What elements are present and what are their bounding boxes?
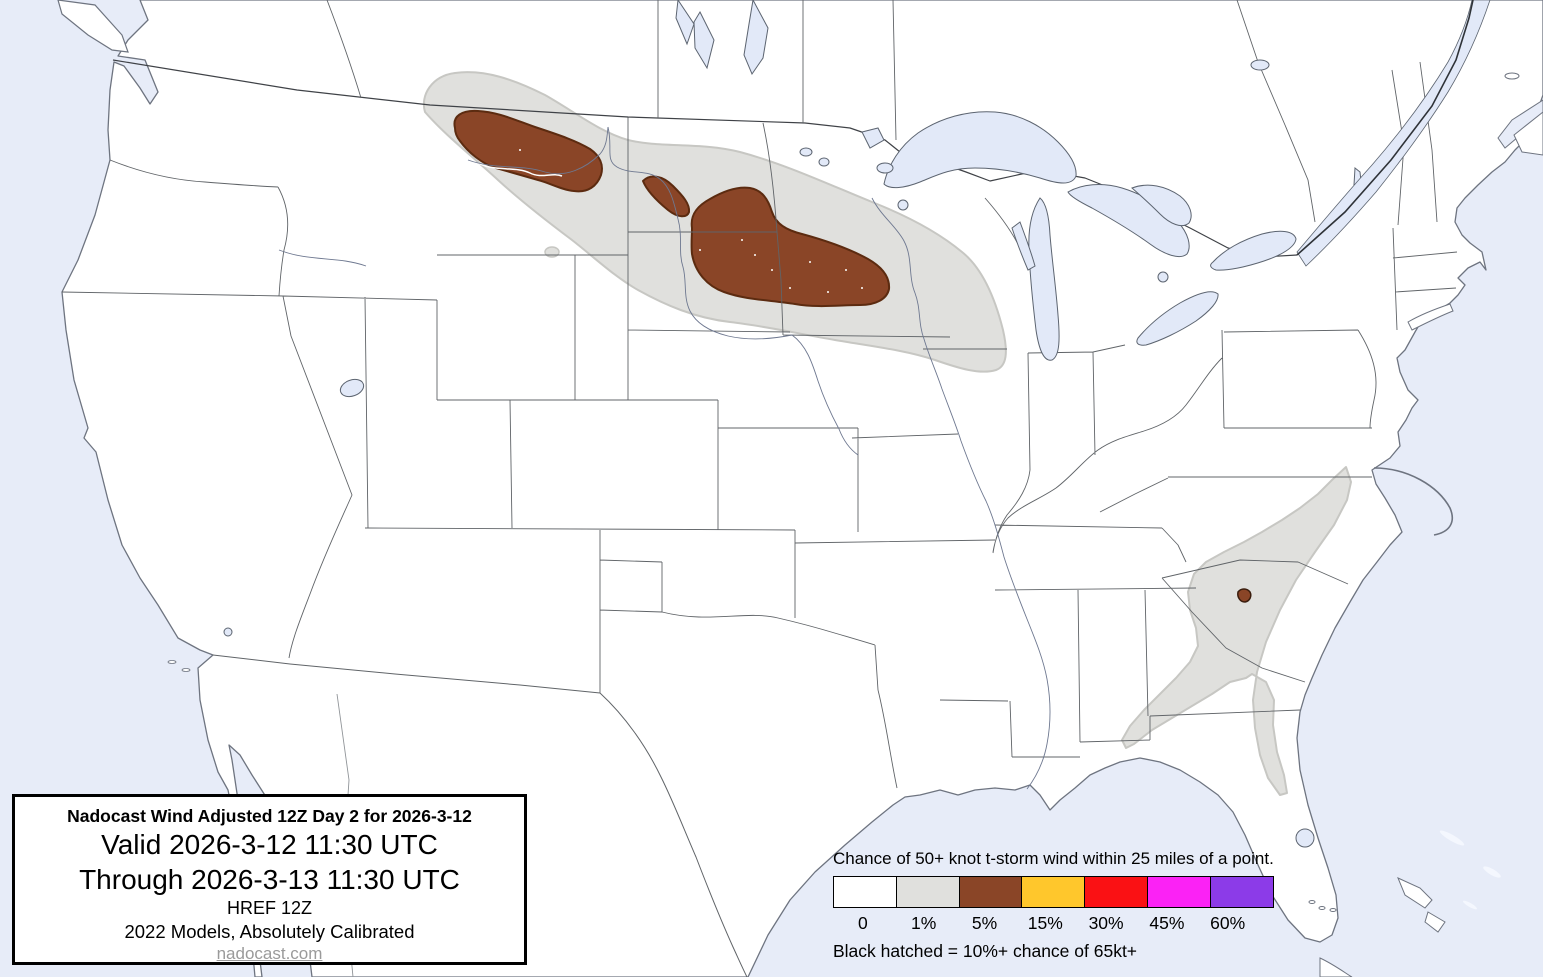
- nova-scotia: [1513, 111, 1543, 156]
- prob-region-5pct-south-dakota-small: [642, 175, 691, 218]
- lake-huron: [1067, 184, 1190, 258]
- legend-label-15: 15%: [1027, 913, 1063, 933]
- legend-label-1: 1%: [911, 913, 937, 933]
- legend-swatch-5: [958, 876, 1023, 908]
- st-lawrence-river: [1296, 0, 1491, 267]
- lake-manitoba: [693, 10, 715, 70]
- missouri-river-through-region: [477, 162, 563, 177]
- legend-footnote: Black hatched = 10%+ chance of 65kt+: [833, 941, 1138, 961]
- nadocast-link[interactable]: nadocast.com: [216, 944, 323, 963]
- title-box: Nadocast Wind Adjusted 12Z Day 2 for 202…: [12, 794, 527, 965]
- legend-label-5: 5%: [971, 913, 998, 933]
- lake-okeechobee: [1295, 828, 1315, 848]
- mexico-border: [212, 654, 748, 977]
- legend-label-row: 0 1% 5% 15% 30% 45% 60%: [833, 913, 1278, 934]
- prob-regions-5pct: [453, 109, 1252, 603]
- region-speckles: [519, 149, 863, 293]
- legend-swatch-15: [1021, 876, 1086, 908]
- great-salt-lake: [339, 378, 365, 398]
- through-time: Through 2026-3-13 11:30 UTC: [79, 864, 460, 895]
- legend-label-45: 45%: [1149, 913, 1185, 933]
- province-borders: [326, 0, 1316, 223]
- prob-region-1pct-dot: [544, 246, 560, 258]
- green-bay: [1011, 221, 1036, 271]
- prob-region-5pct-tristate: [690, 186, 891, 308]
- lake-superior: [883, 111, 1077, 189]
- rivers: [278, 126, 1051, 790]
- lake-mille-lacs: [897, 199, 909, 211]
- website-link-row: nadocast.com: [15, 944, 524, 964]
- outer-banks: [1373, 467, 1454, 536]
- lake-of-the-woods: [861, 127, 885, 149]
- legend-swatch-45: [1146, 876, 1211, 908]
- shallow-banks: [1439, 830, 1501, 910]
- lake-winnipegosis: [675, 0, 695, 46]
- bay-of-fundy: [1497, 99, 1543, 149]
- prob-region-5pct-south-carolina-dot: [1237, 588, 1252, 603]
- great-lakes: [223, 0, 1364, 848]
- long-island: [1407, 303, 1454, 331]
- legend: Chance of 50+ knot t-storm wind within 2…: [833, 849, 1278, 962]
- valid-time: Valid 2026-3-12 11:30 UTC: [101, 829, 438, 860]
- georgian-bay: [1131, 184, 1192, 227]
- legend-swatch-row: [833, 876, 1278, 908]
- vancouver-island: [57, 0, 129, 53]
- lake-erie: [1136, 291, 1219, 346]
- legend-swatch-60: [1209, 876, 1274, 908]
- bahamas-islands: [1308, 877, 1446, 933]
- canada-border: [112, 59, 1298, 258]
- lake-winnipeg: [743, 0, 769, 76]
- lake-st-clair: [1157, 271, 1169, 283]
- legend-title: Chance of 50+ knot t-storm wind within 2…: [833, 849, 1274, 868]
- legend-swatch-30: [1084, 876, 1148, 908]
- st-lawrence-border: [1296, 0, 1474, 256]
- cuba-coast: [1319, 957, 1353, 977]
- channel-islands: [167, 660, 191, 672]
- state-borders: [61, 61, 1458, 789]
- forecast-title: Nadocast Wind Adjusted 12Z Day 2 for 202…: [67, 806, 472, 826]
- model-name: HREF 12Z: [226, 898, 313, 918]
- legend-swatch-1: [895, 876, 960, 908]
- lake-ontario: [1210, 230, 1297, 271]
- legend-label-60: 60%: [1210, 913, 1246, 933]
- prob-region-1pct-southeast: [1121, 466, 1352, 796]
- legend-label-0: 0: [858, 913, 868, 933]
- calibration-note: 2022 Models, Absolutely Calibrated: [124, 921, 415, 942]
- prob-region-5pct-montana: [453, 109, 603, 193]
- prince-edward-island: [1504, 72, 1520, 80]
- legend-label-30: 30%: [1088, 913, 1124, 933]
- legend-swatch-0: [833, 876, 897, 908]
